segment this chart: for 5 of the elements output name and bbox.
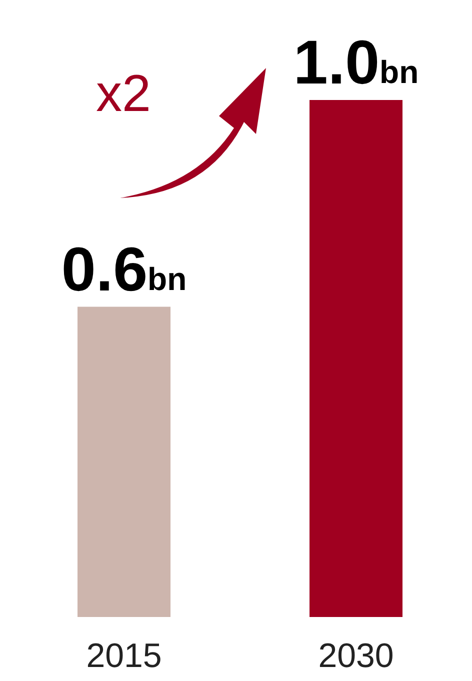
data-label: 0.6bn: [61, 235, 187, 304]
data-label: 1.0bn: [293, 28, 419, 98]
x-tick-label: 2015: [86, 637, 162, 675]
annotation: x2: [96, 65, 151, 123]
x-tick-label: 2030: [318, 637, 394, 675]
